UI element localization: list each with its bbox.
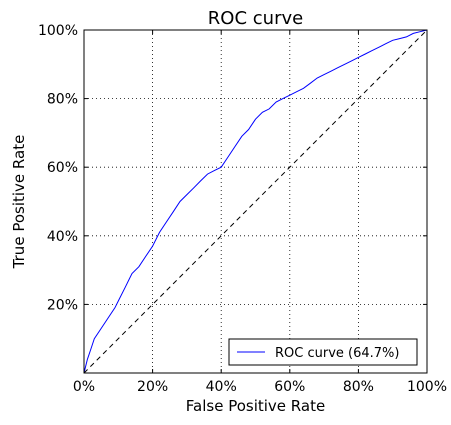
x-tick-label: 100% — [407, 379, 447, 395]
y-tick-label: 100% — [38, 23, 78, 39]
x-tick-label: 40% — [206, 379, 237, 395]
chart-title: ROC curve — [208, 8, 303, 29]
y-tick-label: 80% — [47, 92, 78, 108]
plot-frame — [83, 29, 428, 374]
y-tick-label: 20% — [47, 297, 78, 313]
x-tick-label: 0% — [73, 379, 95, 395]
legend-label: ROC curve (64.7%) — [275, 346, 399, 361]
series-layer — [83, 29, 428, 374]
y-axis-label: True Positive Rate — [10, 135, 28, 270]
x-tick-label: 60% — [274, 379, 305, 395]
legend: ROC curve (64.7%) — [228, 338, 418, 366]
y-tick-label: 40% — [47, 229, 78, 245]
x-tick-label: 80% — [343, 379, 374, 395]
tick-layer: 0% 20% 40% 60% 80% 100% 20% 40% 60% 80% 100% — [38, 23, 447, 395]
x-axis-label: False Positive Rate — [186, 397, 325, 415]
roc-curve-line — [83, 29, 428, 374]
y-tick-label: 60% — [47, 160, 78, 176]
x-tick-label: 20% — [137, 379, 168, 395]
